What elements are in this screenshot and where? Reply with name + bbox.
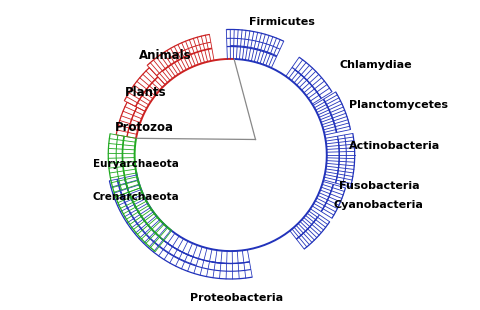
Text: Euryarchaeota: Euryarchaeota — [93, 159, 179, 169]
Text: Actinobacteria: Actinobacteria — [348, 141, 440, 151]
Text: Proteobacteria: Proteobacteria — [191, 293, 284, 303]
Text: Protozoa: Protozoa — [114, 121, 173, 134]
Text: Animals: Animals — [139, 49, 192, 62]
Text: Plants: Plants — [125, 86, 167, 100]
Text: Fusobacteria: Fusobacteria — [339, 181, 420, 191]
Text: Cyanobacteria: Cyanobacteria — [333, 200, 423, 210]
Text: Firmicutes: Firmicutes — [249, 17, 315, 27]
Text: Chlamydiae: Chlamydiae — [339, 60, 412, 70]
Text: Planctomycetes: Planctomycetes — [348, 100, 447, 110]
Text: Crenarchaeota: Crenarchaeota — [93, 192, 180, 202]
